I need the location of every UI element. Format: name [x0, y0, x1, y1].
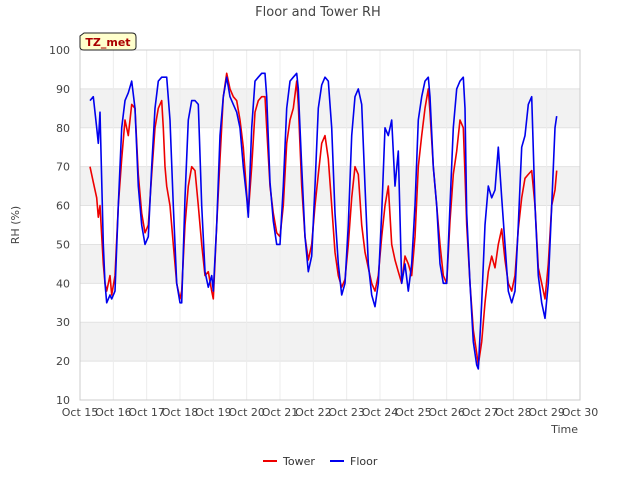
x-tick-label: Oct 23	[328, 406, 365, 419]
y-tick-label: 40	[56, 277, 70, 290]
x-tick-label: Oct 16	[95, 406, 132, 419]
background-band	[80, 322, 580, 362]
tz-met-annotation: TZ_met	[79, 32, 137, 51]
x-tick-label: Oct 15	[62, 406, 99, 419]
x-tick-label: Oct 26	[428, 406, 465, 419]
plot-area-frame	[79, 49, 581, 401]
x-tick-label: Oct 30	[562, 406, 599, 419]
y-tick-label: 30	[56, 316, 70, 329]
y-tick-label: 90	[56, 83, 70, 96]
series-lines	[89, 72, 558, 370]
x-tick-label: Oct 28	[495, 406, 532, 419]
x-tick-label: Oct 18	[162, 406, 199, 419]
series-line-floor	[89, 72, 558, 370]
y-axis-ticks: 10 20 30 40 50 60 70 80 90 100	[49, 44, 70, 407]
x-tick-label: Oct 21	[262, 406, 299, 419]
annotation-label: TZ_met	[85, 36, 130, 49]
legend-label-floor: Floor	[350, 455, 378, 468]
y-axis-label: RH (%)	[9, 206, 22, 244]
x-tick-label: Oct 22	[295, 406, 332, 419]
y-tick-label: 70	[56, 161, 70, 174]
x-tick-label: Oct 24	[362, 406, 399, 419]
y-tick-label: 50	[56, 238, 70, 251]
x-tick-label: Oct 17	[128, 406, 165, 419]
x-axis-label: Time	[550, 423, 578, 436]
x-tick-label: Oct 29	[528, 406, 565, 419]
y-tick-label: 10	[56, 394, 70, 407]
legend: Tower Floor	[263, 455, 378, 468]
y-tick-label: 100	[49, 44, 70, 57]
chart-title: Floor and Tower RH	[255, 5, 381, 20]
y-tick-label: 80	[56, 122, 70, 135]
x-tick-label: Oct 27	[462, 406, 499, 419]
x-tick-label: Oct 20	[228, 406, 265, 419]
legend-label-tower: Tower	[282, 455, 315, 468]
x-tick-label: Oct 25	[395, 406, 432, 419]
y-tick-label: 20	[56, 355, 70, 368]
y-tick-label: 60	[56, 200, 70, 213]
annotation-box	[79, 32, 137, 51]
x-tick-label: Oct 19	[195, 406, 232, 419]
series-line-tower	[89, 72, 558, 366]
